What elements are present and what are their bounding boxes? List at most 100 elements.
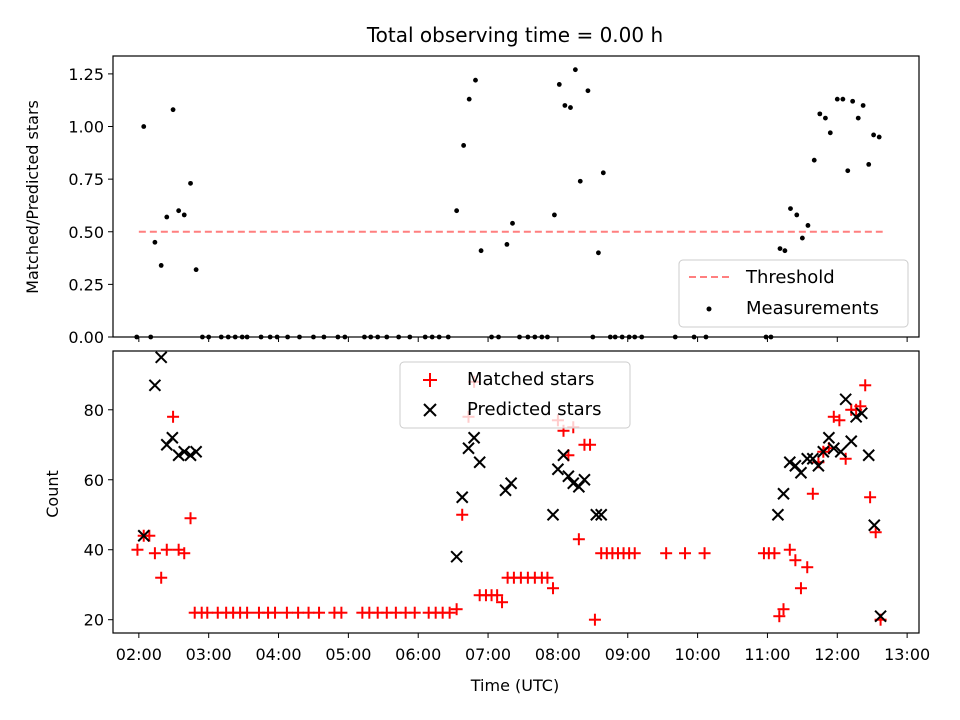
predicted-star-point [812,459,825,472]
predicted-star-point [855,407,868,420]
x-tick-label: 03:00 [186,645,232,664]
measurement-point [855,115,861,121]
matched-star-point [572,533,585,546]
predicted-star-point [567,477,580,490]
predicted-star-point [783,456,796,469]
predicted-star-point [862,449,875,462]
measurement-point [811,157,817,163]
matched-star-point [292,606,305,619]
matched-star-point [806,487,819,500]
predicted-star-point [777,487,790,500]
measurement-point [158,263,164,268]
measurement-point [577,178,583,184]
predicted-star-point [178,445,191,458]
measurement-point [176,208,182,214]
top-legend-box [678,259,909,328]
matched-star-point [241,606,254,619]
predicted-star-point [546,508,560,521]
bottom-axes-frame [112,350,920,634]
measurement-point [876,134,882,140]
matched-star-point [131,543,144,556]
legend-measurements-label: Measurements [746,298,879,319]
predicted-star-point [154,351,168,364]
matched-star-point [269,606,282,619]
top-y-tick-label: 1.25 [68,65,104,84]
matched-star-point [443,606,456,619]
legend-threshold-label: Threshold [745,267,835,288]
matched-star-point [143,529,156,542]
matched-star-point [854,400,867,413]
x-tick-label: 11:00 [744,645,790,664]
predicted-star-point [462,442,475,455]
matched-star-point [160,543,173,556]
measurement-point [827,130,833,136]
matched-star-point [302,606,315,619]
measurement-point [188,180,193,186]
legend-predicted-label: Predicted stars [467,399,601,420]
predicted-star-point [849,410,863,423]
measurement-point [585,88,591,94]
measurement-point [860,103,866,108]
predicted-star-point [148,379,162,392]
bottom-legend: Matched stars Predicted stars [399,361,631,429]
top-y-tick-label: 0.25 [68,275,104,294]
measurement-point [562,103,568,108]
measurement-point [454,208,460,214]
x-axis-label: Time (UTC) [470,676,559,695]
measurement-point [805,223,811,228]
predicted-star-point [456,491,469,504]
top-y-axis-label: Matched/Predicted stars [23,100,42,294]
x-tick-label: 06:00 [395,645,441,664]
chart-title: Total observing time = 0.00 h [366,23,663,47]
measurement-point [817,111,823,117]
measurement-point [840,96,846,102]
x-tick-label: 04:00 [255,645,301,664]
legend-matched-label: Matched stars [467,369,594,390]
matched-star-point [859,379,872,392]
predicted-star-point [166,431,179,444]
matched-star-point [833,414,846,427]
bottom-legend-box [399,361,631,429]
matched-star-point [869,526,882,539]
x-tick-label: 02:00 [116,645,162,664]
matched-star-point [541,571,554,584]
measurement-point [556,82,562,87]
predicted-star-point [578,473,591,486]
predicted-star-point [771,508,785,521]
predicted-star-point [839,393,852,406]
predicted-star-point [450,550,463,563]
matched-star-point [201,606,214,619]
measurement-point [164,214,170,220]
matched-star-point [794,582,807,595]
measurement-point [823,115,828,121]
measurement-point [788,206,793,212]
matched-star-point [801,561,814,574]
ratio-panel: Total observing time = 0.00 h Matched/Pr… [23,23,920,347]
predicted-star-point [184,449,197,462]
top-axes-frame [112,55,920,338]
legend-matched-swatch [423,373,437,387]
measurement-point [568,105,573,110]
legend-measurements-swatch [706,306,712,312]
measurement-point [181,212,187,218]
measurement-point [461,143,467,148]
x-tick-label: 05:00 [325,645,371,664]
matched-star-point [789,554,802,567]
predicted-star-point [473,456,486,469]
matched-star-point [496,596,509,609]
measurement-point [777,246,783,251]
predicted-star-point [845,435,858,448]
measurement-point [572,67,578,73]
measurement-point [193,267,199,273]
top-legend: Threshold Measurements [678,259,909,328]
matched-star-point [584,438,597,451]
top-y-tick-label: 1.00 [68,118,104,137]
matched-star-point [408,606,421,619]
measurement-point [850,98,856,104]
predicted-star-point [595,508,608,521]
measurement-point [600,170,606,176]
x-tick-label: 08:00 [535,645,581,664]
measurement-point [834,96,840,102]
measurement-point [152,239,158,245]
measurement-point [799,235,805,241]
